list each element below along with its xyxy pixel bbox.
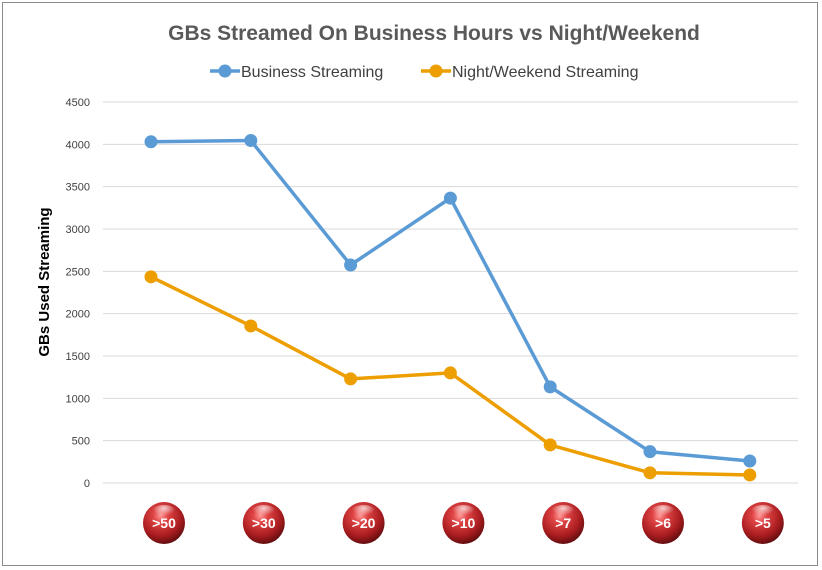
data-point-s1-7 (743, 454, 757, 468)
category-marker-7: >5 (741, 502, 784, 544)
category-ball-shine-2 (250, 505, 277, 521)
data-point-s2-3 (344, 372, 358, 386)
category-label-2: >30 (252, 515, 276, 531)
y-tick-label-500: 500 (72, 436, 90, 448)
category-label-4: >10 (452, 515, 476, 531)
gridlines (103, 101, 798, 484)
chart-title: GBs Streamed On Business Hours vs Night/… (168, 22, 700, 45)
category-ball-shine-7 (749, 505, 776, 521)
y-axis-ticks: 0 500 1000 1500 2000 2500 3000 3500 4000 4500 (66, 97, 90, 490)
data-point-s1-1 (144, 135, 158, 149)
legend-item-2: Night/Weekend Streaming (421, 64, 638, 81)
category-marker-2: >30 (242, 502, 285, 544)
data-point-s2-1 (144, 270, 158, 284)
y-tick-label-3000: 3000 (66, 224, 90, 236)
legend-item-1: Business Streaming (210, 64, 383, 81)
data-point-s2-4 (443, 366, 457, 380)
legend-label-1: Business Streaming (241, 64, 383, 81)
category-ball-shine-3 (350, 505, 377, 521)
y-tick-label-2000: 2000 (66, 309, 90, 321)
y-tick-label-0: 0 (84, 478, 90, 490)
category-ball-shine-6 (650, 505, 676, 521)
category-label-6: >6 (655, 515, 671, 531)
data-point-s2-2 (244, 319, 258, 333)
series-layer (144, 134, 757, 482)
y-tick-label-1000: 1000 (66, 393, 90, 405)
data-point-s1-5 (543, 380, 557, 394)
category-markers: >50 >30 >20 >10 >7 >6 >5 (143, 502, 784, 544)
category-marker-3: >20 (342, 502, 385, 544)
y-tick-label-1500: 1500 (66, 351, 90, 363)
legend-marker-1 (218, 64, 232, 78)
legend: Business Streaming Night/Weekend Streamin… (210, 64, 638, 81)
data-point-s1-2 (244, 134, 258, 148)
category-marker-1: >50 (143, 502, 185, 544)
y-tick-label-4500: 4500 (66, 97, 90, 109)
y-axis-label: GBs Used Streaming (36, 207, 53, 356)
category-marker-5: >7 (542, 502, 585, 544)
category-ball-shine-5 (550, 505, 577, 521)
series-1 (144, 134, 757, 468)
data-point-s1-6 (643, 445, 657, 459)
data-point-s2-6 (643, 466, 657, 480)
y-tick-label-3500: 3500 (66, 182, 90, 194)
category-label-5: >7 (555, 515, 571, 531)
data-point-s1-4 (443, 191, 457, 205)
series-2 (144, 270, 757, 482)
category-label-3: >20 (352, 515, 376, 531)
category-marker-6: >6 (642, 502, 684, 544)
category-label-7: >5 (755, 515, 771, 531)
category-label-1: >50 (152, 515, 176, 531)
y-tick-label-2500: 2500 (66, 266, 90, 278)
y-tick-label-4000: 4000 (66, 139, 90, 151)
data-point-s2-5 (543, 438, 557, 452)
category-marker-4: >10 (442, 502, 485, 544)
data-point-s2-7 (743, 468, 757, 482)
legend-label-2: Night/Weekend Streaming (452, 64, 638, 81)
data-point-s1-3 (344, 258, 358, 272)
series-line-1 (149, 138, 752, 463)
category-ball-shine-1 (151, 505, 177, 521)
legend-marker-2 (429, 64, 443, 78)
category-ball-shine-4 (450, 505, 477, 521)
